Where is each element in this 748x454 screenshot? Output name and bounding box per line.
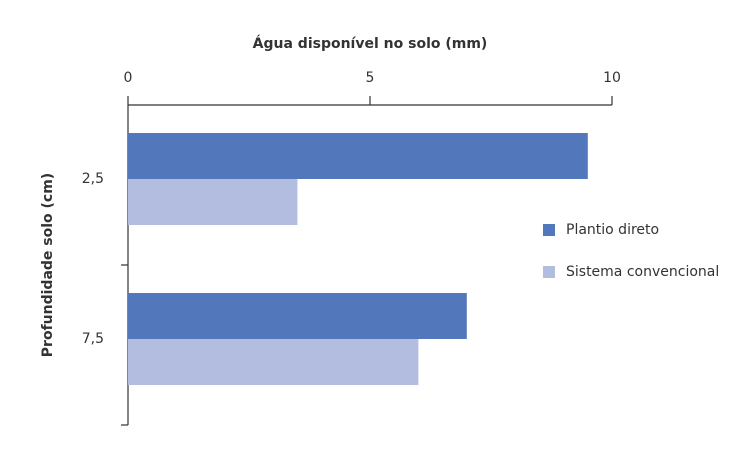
bar bbox=[128, 293, 467, 339]
legend-swatch bbox=[543, 266, 555, 278]
legend-label: Plantio direto bbox=[566, 222, 659, 238]
bar bbox=[128, 179, 298, 225]
bar bbox=[128, 133, 588, 179]
y-tick-label: 7,5 bbox=[82, 331, 104, 347]
y-axis-label: Profundidade solo (cm) bbox=[40, 173, 56, 357]
y-tick-label: 2,5 bbox=[82, 171, 104, 187]
x-tick-label: 10 bbox=[603, 70, 621, 86]
x-tick-label: 5 bbox=[366, 70, 375, 86]
legend-swatch bbox=[543, 224, 555, 236]
legend-label: Sistema convencional bbox=[566, 264, 719, 280]
chart-title: Água disponível no solo (mm) bbox=[253, 35, 488, 52]
x-tick-label: 0 bbox=[124, 70, 133, 86]
bar bbox=[128, 339, 419, 385]
